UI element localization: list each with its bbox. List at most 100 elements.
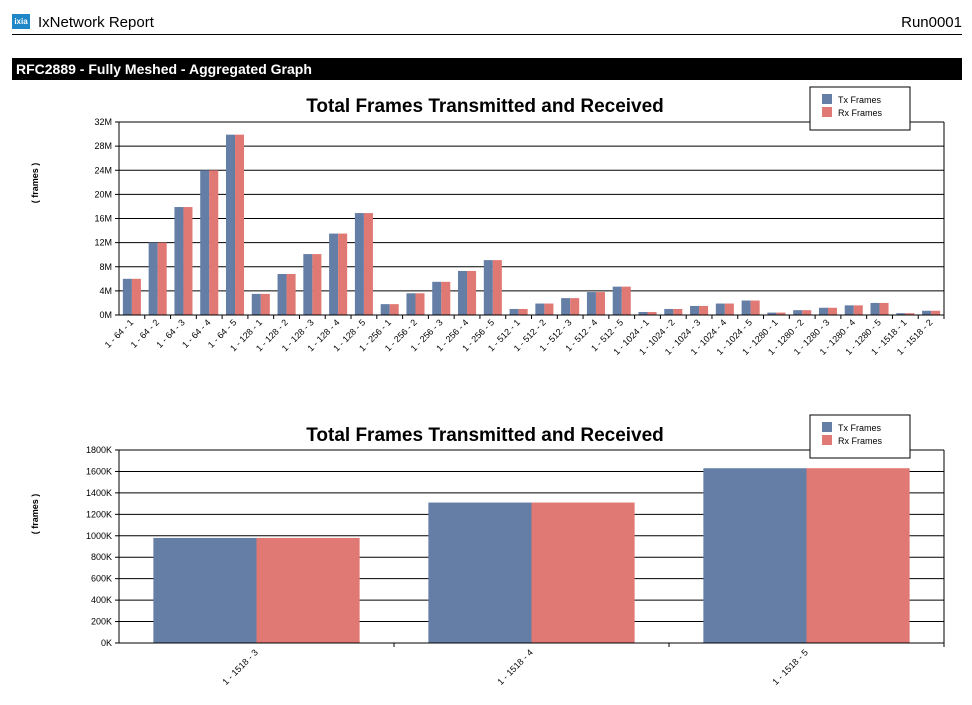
- top-bar-tx: [303, 254, 313, 315]
- top-bar-tx: [561, 298, 571, 315]
- bottom-chart-title: Total Frames Transmitted and Received: [306, 425, 664, 446]
- top-bar-rx: [879, 302, 889, 315]
- bottom-bar-rx: [806, 468, 910, 643]
- bottom-y-axis-label: ( frames ): [30, 494, 40, 535]
- top-bar-rx: [131, 278, 141, 315]
- bottom-y-tick-label: 400K: [91, 595, 112, 605]
- top-y-tick-label: 4M: [99, 286, 112, 296]
- top-y-tick-label: 20M: [94, 189, 112, 199]
- top-bar-tx: [535, 303, 545, 315]
- bottom-x-tick-label: 1 - 1518 - 3: [220, 647, 260, 687]
- top-bar-tx: [922, 310, 932, 315]
- bottom-y-tick-label: 0K: [101, 638, 112, 648]
- top-bar-rx: [286, 273, 296, 315]
- bottom-bar-tx: [428, 502, 532, 643]
- top-bar-rx: [621, 286, 631, 315]
- top-bar-tx: [354, 213, 364, 315]
- bottom-y-tick-label: 1200K: [86, 509, 112, 519]
- top-chart-title: Total Frames Transmitted and Received: [306, 96, 664, 117]
- top-bar-rx: [724, 303, 734, 315]
- top-bar-tx: [767, 312, 777, 315]
- top-bar-rx: [157, 242, 167, 315]
- top-bar-rx: [235, 134, 245, 315]
- top-bar-rx: [905, 313, 915, 315]
- top-legend-swatch-tx: [822, 94, 832, 104]
- top-bar-rx: [931, 310, 941, 315]
- top-bar-tx: [818, 307, 828, 315]
- top-bar-rx: [647, 311, 657, 315]
- top-bar-rx: [802, 310, 812, 315]
- top-y-tick-label: 16M: [94, 214, 112, 224]
- top-bar-tx: [432, 281, 442, 315]
- ixia-logo-icon: ixia: [12, 14, 30, 29]
- top-bar-tx: [741, 300, 751, 315]
- top-bar-tx: [690, 305, 700, 315]
- bottom-y-tick-label: 1400K: [86, 488, 112, 498]
- top-bar-tx: [509, 308, 519, 315]
- top-bar-rx: [518, 308, 528, 315]
- top-bar-rx: [389, 304, 399, 315]
- top-bar-rx: [312, 254, 322, 315]
- top-bar-tx: [612, 286, 622, 315]
- bottom-legend-swatch-rx: [822, 435, 832, 445]
- bottom-x-tick-label: 1 - 1518 - 4: [495, 647, 535, 687]
- bottom-legend-label-rx: Rx Frames: [838, 436, 883, 446]
- top-bar-rx: [595, 292, 605, 315]
- top-bar-rx: [415, 293, 425, 315]
- section-title: RFC2889 - Fully Meshed - Aggregated Grap…: [16, 61, 312, 77]
- top-bar-rx: [492, 260, 502, 315]
- top-bar-tx: [483, 260, 493, 315]
- top-bar-rx: [441, 281, 451, 315]
- top-bar-rx: [338, 233, 348, 315]
- top-bar-rx: [260, 293, 270, 315]
- top-y-tick-label: 0M: [99, 310, 112, 320]
- top-bar-tx: [251, 293, 261, 315]
- top-bar-tx: [586, 292, 596, 315]
- top-bar-tx: [122, 278, 132, 315]
- bottom-y-tick-label: 1000K: [86, 531, 112, 541]
- top-bar-tx: [406, 293, 416, 315]
- top-bar-rx: [183, 207, 193, 315]
- top-bar-tx: [277, 273, 287, 315]
- top-legend-label-tx: Tx Frames: [838, 95, 882, 105]
- top-bar-rx: [750, 300, 760, 315]
- run-id: Run0001: [901, 14, 962, 31]
- top-bar-rx: [544, 303, 554, 315]
- top-bar-tx: [174, 207, 184, 315]
- top-legend-swatch-rx: [822, 107, 832, 117]
- top-y-tick-label: 32M: [94, 117, 112, 127]
- top-bar-tx: [896, 313, 906, 315]
- top-bar-rx: [209, 170, 219, 315]
- bottom-y-tick-label: 1800K: [86, 445, 112, 455]
- top-bar-tx: [793, 310, 803, 315]
- top-legend-label-rx: Rx Frames: [838, 108, 883, 118]
- bottom-bar-rx: [531, 502, 635, 643]
- top-bar-tx: [870, 302, 880, 315]
- bottom-y-tick-label: 600K: [91, 574, 112, 584]
- top-y-tick-label: 24M: [94, 165, 112, 175]
- top-y-tick-label: 12M: [94, 238, 112, 248]
- top-bar-tx: [148, 242, 158, 315]
- report-header: ixia IxNetwork Report Run0001: [12, 12, 962, 35]
- bottom-legend-label-tx: Tx Frames: [838, 423, 882, 433]
- top-y-axis-label: ( frames ): [30, 163, 40, 204]
- top-bar-rx: [363, 213, 373, 315]
- top-bar-tx: [225, 134, 236, 315]
- top-bar-rx: [673, 308, 683, 315]
- bottom-y-tick-label: 200K: [91, 617, 112, 627]
- top-bar-rx: [853, 305, 863, 315]
- top-bar-rx: [570, 298, 580, 315]
- top-bar-rx: [827, 307, 838, 315]
- top-bar-tx: [664, 308, 674, 315]
- bottom-y-tick-label: 1600K: [86, 466, 112, 476]
- top-bar-tx: [200, 170, 210, 315]
- top-bar-tx: [715, 303, 725, 315]
- bottom-bar-rx: [256, 537, 360, 643]
- bottom-bar-tx: [703, 468, 807, 643]
- top-bar-tx: [380, 304, 390, 315]
- bottom-y-tick-label: 800K: [91, 552, 112, 562]
- bottom-legend-swatch-tx: [822, 422, 832, 432]
- top-bar-rx: [467, 270, 477, 315]
- top-bar-tx: [844, 305, 854, 315]
